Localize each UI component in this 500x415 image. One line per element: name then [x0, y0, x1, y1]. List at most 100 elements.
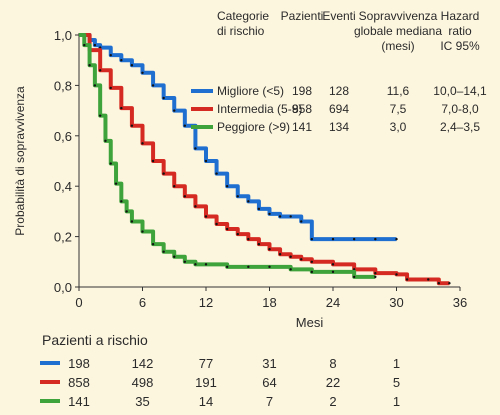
censor-mark: [151, 159, 155, 163]
censor-mark: [310, 260, 314, 263]
legend-events: 694: [329, 102, 349, 116]
series-line-2: [79, 33, 450, 286]
y-tick-label: 0,2: [54, 230, 72, 245]
censor-mark: [331, 270, 335, 274]
censor-mark: [300, 220, 303, 223]
legend-series-name: Peggiore (>9): [217, 120, 290, 134]
censor-mark: [374, 271, 377, 275]
censor-mark: [183, 124, 187, 127]
censor-mark: [120, 59, 123, 62]
censor-mark: [98, 114, 102, 117]
legend-median: 3,0: [390, 120, 407, 134]
legend-header-median: Sopravvivenza: [359, 9, 438, 23]
censor-mark: [162, 172, 165, 175]
censor-mark: [352, 275, 356, 279]
legend-header-group: Categorie: [217, 9, 269, 23]
censor-mark: [257, 242, 261, 246]
risk-cell: 858: [68, 375, 90, 390]
censor-mark: [225, 265, 229, 269]
censor-mark: [93, 84, 97, 87]
legend-hr-ci: 10,0–14,1: [433, 84, 487, 98]
censor-mark: [125, 210, 128, 213]
risk-cell: 35: [135, 394, 149, 409]
censor-mark: [183, 260, 187, 263]
x-tick-label: 30: [389, 295, 403, 310]
censor-mark: [109, 86, 112, 90]
risk-cell: 142: [132, 356, 154, 371]
censor-mark: [310, 237, 314, 241]
legend-header-hr: ratio: [448, 24, 472, 38]
censor-mark: [183, 195, 187, 198]
legend-header-median: globale mediana: [354, 24, 442, 38]
y-tick-label: 0,8: [54, 78, 72, 93]
series-line-1: [79, 33, 397, 242]
censor-mark: [268, 212, 271, 216]
censor-mark: [151, 242, 155, 246]
censor-mark: [427, 278, 430, 281]
risk-cell: 64: [262, 375, 276, 390]
legend-patients: 141: [292, 120, 312, 134]
censor-mark: [395, 237, 398, 241]
censor-mark: [83, 43, 86, 47]
legend-median: 7,5: [390, 102, 407, 116]
censor-mark: [236, 232, 239, 236]
censor-mark: [278, 215, 282, 218]
censor-mark: [204, 159, 208, 163]
y-tick-label: 0,6: [54, 129, 72, 144]
legend-patients: 858: [292, 102, 312, 116]
risk-cell: 22: [326, 375, 340, 390]
legend-patients: 198: [292, 84, 312, 98]
censor-mark: [93, 43, 97, 47]
censor-mark: [448, 282, 451, 285]
risk-cell: 7: [266, 394, 273, 409]
censor-mark: [374, 237, 377, 241]
x-tick-label: 18: [262, 295, 276, 310]
censor-mark: [120, 200, 123, 203]
censor-mark: [98, 69, 102, 72]
censor-mark: [109, 162, 112, 165]
risk-cell: 8: [329, 356, 336, 371]
censor-mark: [173, 109, 176, 112]
censor-mark: [331, 237, 335, 241]
risk-table-title: Pazienti a rischio: [42, 332, 148, 348]
series-line-3: [79, 33, 376, 279]
y-tick-label: 0,4: [54, 179, 72, 194]
risk-cell: 31: [262, 356, 276, 371]
x-tick-label: 6: [139, 295, 146, 310]
legend-header-patients: Pazienti: [281, 9, 324, 23]
censor-mark: [141, 230, 144, 233]
censor-mark: [300, 258, 303, 261]
censor-mark: [151, 84, 155, 87]
censor-mark: [173, 185, 176, 188]
x-tick-label: 36: [453, 295, 467, 310]
legend-hr-ci: 7,0-8,0: [441, 102, 479, 116]
censor-mark: [374, 275, 377, 279]
censor-mark: [215, 172, 218, 175]
legend-header-hr: Hazard: [441, 9, 480, 23]
legend-events: 128: [329, 84, 349, 98]
censor-mark: [257, 207, 261, 211]
censor-mark: [247, 200, 250, 203]
censor-mark: [225, 185, 229, 188]
y-axis-title: Probabilità di sopravvivenza: [13, 86, 27, 236]
censor-mark: [437, 282, 441, 285]
risk-cell: 191: [195, 375, 217, 390]
censor-mark: [289, 255, 292, 258]
legend-hr-ci: 2,4–3,5: [440, 120, 480, 134]
legend-header-hr: IC 95%: [440, 39, 480, 53]
censor-mark: [268, 265, 271, 269]
risk-cell: 5: [393, 375, 400, 390]
risk-cell: 198: [68, 356, 90, 371]
censor-mark: [247, 265, 250, 269]
censor-mark: [310, 270, 314, 274]
censor-mark: [194, 263, 197, 266]
censor-mark: [104, 139, 107, 143]
censor-mark: [109, 53, 112, 57]
risk-cell: 1: [393, 394, 400, 409]
y-tick-label: 0,0: [54, 280, 72, 295]
censor-mark: [236, 195, 239, 198]
legend-events: 134: [329, 120, 349, 134]
